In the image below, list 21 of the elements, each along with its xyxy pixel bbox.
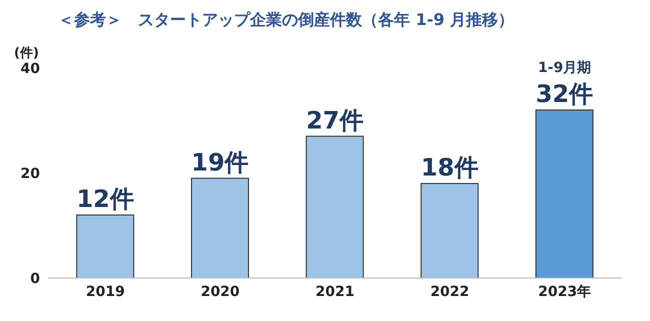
data-label: 12件 [76,185,134,213]
data-label: 18件 [420,154,478,182]
x-tick-label: 2023年 [538,284,592,300]
data-label: 32件 [536,80,594,108]
bar [306,136,364,278]
data-label: 27件 [306,106,364,134]
chart-title: ＜参考＞ スタートアップ企業の倒産件数（各年 1-9 月推移） [58,10,514,31]
data-label: 19件 [191,148,249,176]
y-axis-title: (件) [14,45,39,62]
y-tick-label: 20 [20,166,40,182]
bar [420,183,479,278]
bar [191,178,249,278]
y-tick-label: 0 [30,270,40,287]
x-tick-label: 2020 [200,284,240,300]
y-tick-label: 40 [20,60,40,77]
annotation: 1-9月期 [538,60,592,76]
bar [76,214,134,278]
x-tick-label: 2019 [86,284,125,300]
x-tick-label: 2022 [430,284,470,300]
bar [535,110,594,278]
x-tick-label: 2021 [316,284,354,300]
